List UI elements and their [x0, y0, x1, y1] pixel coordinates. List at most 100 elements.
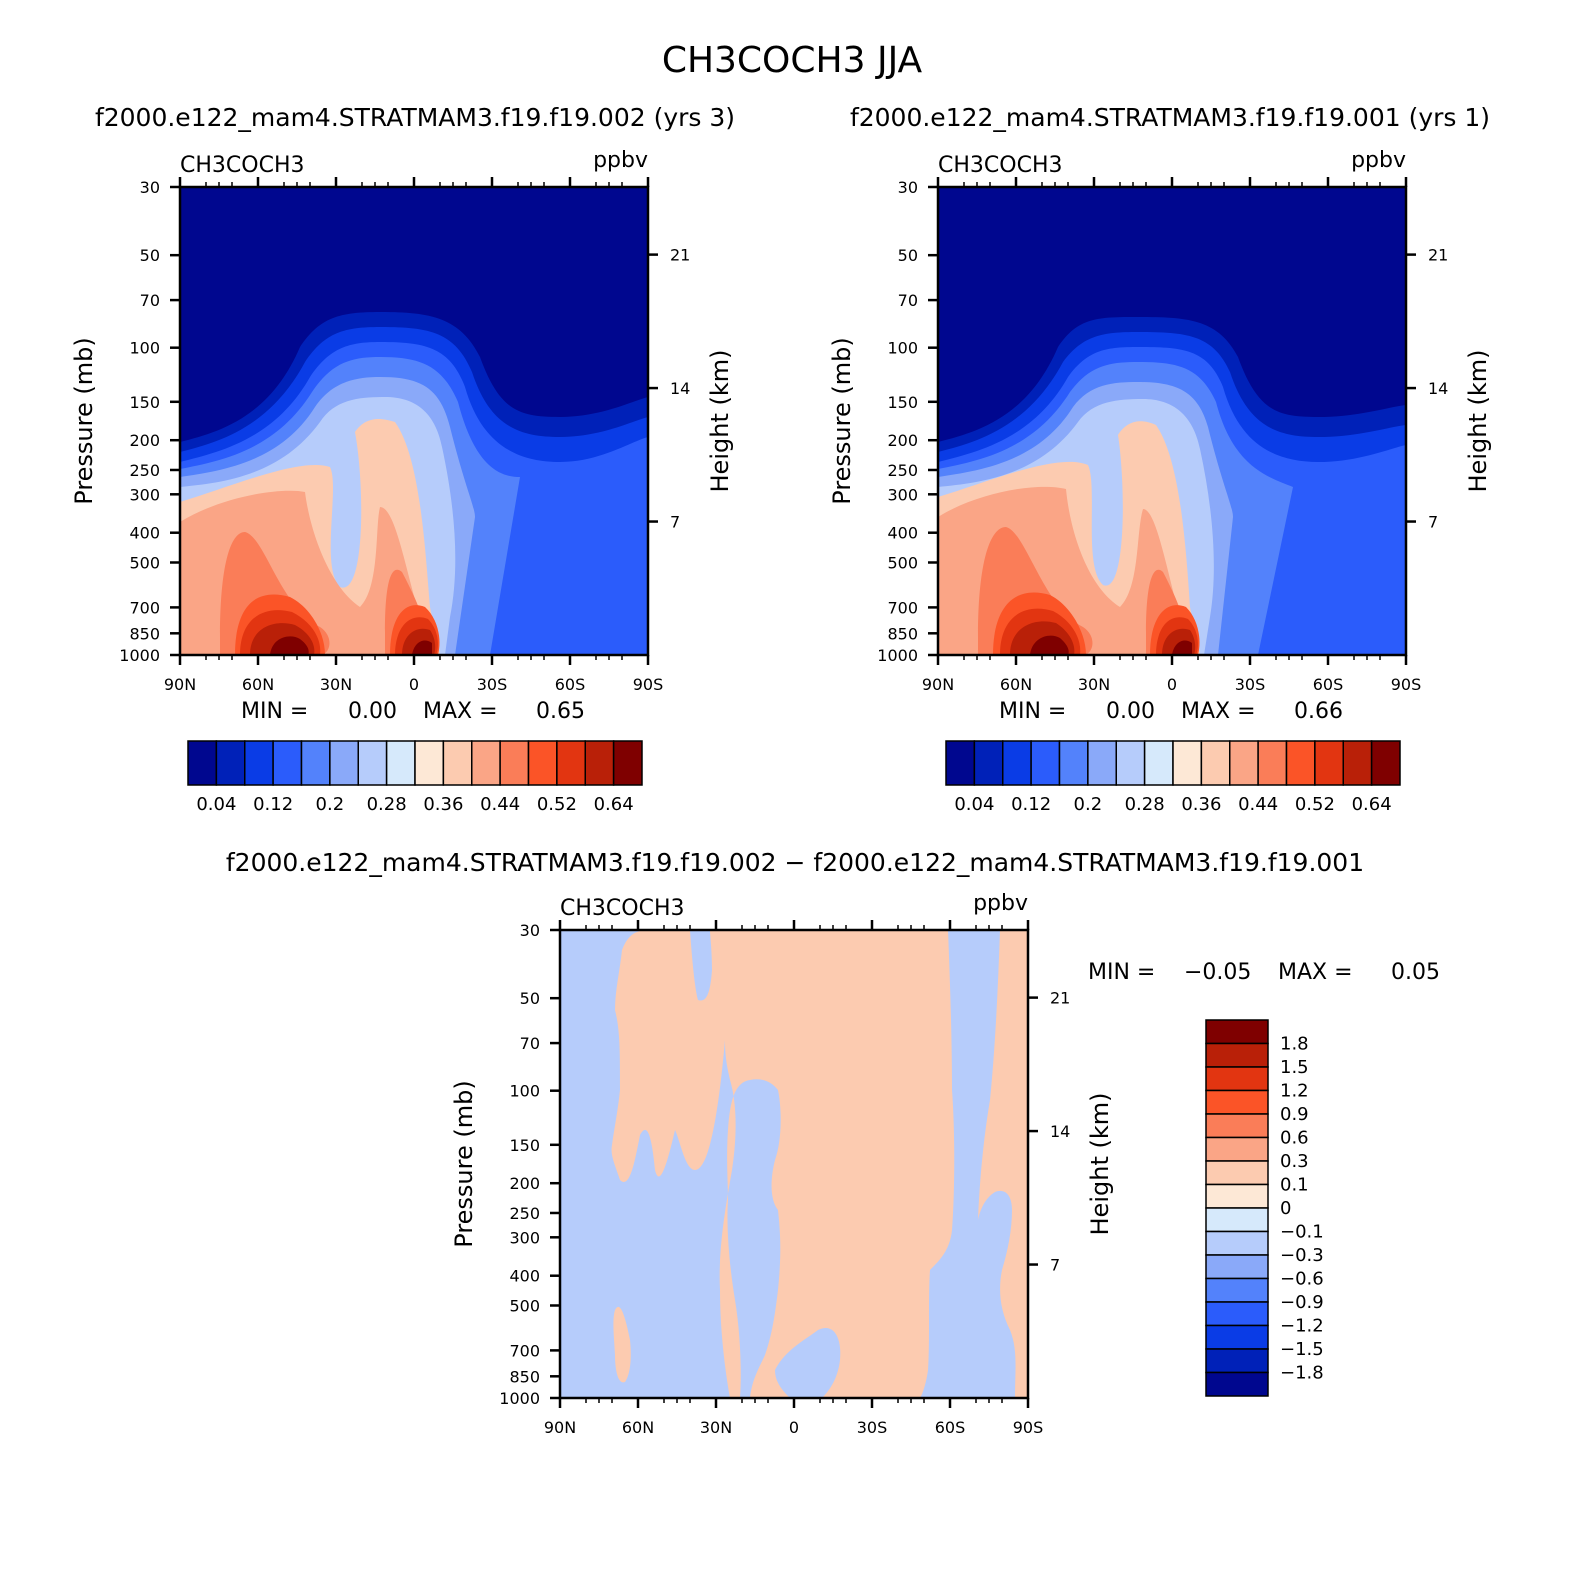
figure-title: CH3COCH3 JJA — [662, 40, 923, 81]
panel-3-max-label: MAX = — [1278, 960, 1353, 985]
x-tick-label: 90S — [1391, 675, 1422, 694]
colorbar-box — [329, 740, 359, 786]
y-tick-label: 100 — [129, 339, 160, 358]
y-tick-label: 500 — [509, 1296, 540, 1315]
colorbar-label: −1.8 — [1280, 1363, 1324, 1384]
y-tick-label: 50 — [140, 246, 160, 265]
colorbar-box — [215, 740, 246, 786]
panel-1-right-label: ppbv — [593, 148, 648, 173]
y-tick-label: 850 — [129, 624, 160, 643]
y-tick-label: 500 — [887, 553, 918, 572]
panel-3-min-value: −0.05 — [1184, 960, 1251, 985]
panel-2-max-value: 0.66 — [1294, 699, 1343, 724]
x-tick-label: 60S — [555, 675, 586, 694]
colorbar-box — [527, 740, 558, 786]
x-tick-label: 60S — [935, 1418, 966, 1437]
colorbar-box — [1205, 1019, 1269, 1045]
colorbar-label: 0.04 — [954, 794, 994, 815]
colorbar-box — [471, 740, 501, 786]
panel-2-right-label: ppbv — [1351, 148, 1406, 173]
x-tick-label: 30S — [1235, 675, 1266, 694]
colorbar-box — [556, 740, 586, 786]
colorbar-box — [1205, 1183, 1269, 1209]
colorbar-box — [973, 740, 1004, 786]
x-tick-label: 90N — [164, 675, 196, 694]
y-tick-label: 500 — [129, 553, 160, 572]
y-tick-label: 70 — [520, 1034, 540, 1053]
x-tick-label: 0 — [409, 675, 419, 694]
colorbar-box — [1205, 1042, 1269, 1068]
panel-3-title: f2000.e122_mam4.STRATMAM3.f19.f19.002 − … — [226, 848, 1364, 877]
field-band-13 — [270, 636, 432, 655]
colorbar-label: 0.36 — [1181, 794, 1221, 815]
y-tick-label: 250 — [887, 461, 918, 480]
colorbar-box — [1058, 740, 1089, 786]
colorbar-box — [1205, 1066, 1269, 1092]
colorbar-label: 0.52 — [537, 794, 577, 815]
y2-tick-label: 7 — [670, 513, 680, 532]
y-tick-label: 300 — [129, 485, 160, 504]
colorbar-box — [1205, 1277, 1269, 1303]
colorbar-label: 0.3 — [1280, 1151, 1309, 1172]
panel-2-field — [938, 187, 1406, 655]
colorbar-box — [1172, 740, 1203, 786]
colorbar-box — [1205, 1089, 1269, 1115]
panel-1-max-label: MAX = — [423, 699, 498, 724]
panel-3-y-axis-label: Pressure (mb) — [450, 1080, 478, 1247]
y-tick-label: 700 — [887, 598, 918, 617]
panel-2-axes: 90N 60N 30N 0 30S 60S 90S 30 50 70 100 150 200 250 300… — [877, 177, 1448, 694]
colorbar-box — [1229, 740, 1259, 786]
x-tick-label: 60N — [242, 675, 274, 694]
y-tick-label: 30 — [898, 178, 918, 197]
colorbar-box — [1087, 740, 1117, 786]
y2-tick-label: 7 — [1428, 513, 1438, 532]
panel-1-y-axis-label: Pressure (mb) — [70, 337, 98, 504]
colorbar-box — [1370, 740, 1401, 786]
y-tick-label: 850 — [887, 624, 918, 643]
x-tick-label: 90N — [922, 675, 954, 694]
panel-3-min-label: MIN = — [1088, 960, 1155, 985]
x-tick-label: 90S — [633, 675, 664, 694]
panel-2-max-label: MAX = — [1181, 699, 1256, 724]
panel-3-max-value: 0.05 — [1391, 960, 1440, 985]
colorbar-box — [187, 740, 218, 786]
colorbar-box — [1205, 1113, 1269, 1139]
panel-2-title: f2000.e122_mam4.STRATMAM3.f19.f19.001 (y… — [850, 103, 1490, 132]
colorbar-box — [1002, 740, 1032, 786]
panel-3-colorbar: 1.81.5 1.20.9 0.60.3 0.10 −0.1−0.3 −0.6−0.9 −1… — [1205, 1019, 1324, 1397]
colorbar-box — [584, 740, 615, 786]
panel-1-min-value: 0.00 — [348, 699, 397, 724]
panel-3-axes: 90N 60N 30N 0 30S 60S 90S 30 50 70 100 150 200 250 300… — [499, 920, 1070, 1437]
y2-tick-label: 21 — [670, 246, 690, 265]
colorbar-label: −1.5 — [1280, 1339, 1324, 1360]
panel-3: 90N 60N 30N 0 30S 60S 90S305070100150200250300… — [450, 891, 1440, 1437]
colorbar-box — [1285, 740, 1316, 786]
y-tick-label: 200 — [509, 1174, 540, 1193]
panel-2-y2-axis-label: Height (km) — [1464, 350, 1492, 493]
y-tick-label: 700 — [129, 598, 160, 617]
y-tick-label: 70 — [898, 291, 918, 310]
colorbar-label: 0.12 — [253, 794, 293, 815]
colorbar-label: 0.44 — [480, 794, 520, 815]
colorbar-box — [272, 740, 303, 786]
colorbar-box — [1115, 740, 1146, 786]
colorbar-box — [1205, 1160, 1269, 1186]
panel-1-min-label: MIN = — [241, 699, 308, 724]
y2-tick-label: 14 — [670, 379, 690, 398]
panel-1: 90N 60N 30N 0 30S 60S 90S 30 50 70 100 150 200 250 300… — [70, 148, 734, 815]
x-tick-label: 30N — [700, 1418, 732, 1437]
colorbar-label: 0.9 — [1280, 1104, 1309, 1125]
colorbar-label: −0.9 — [1280, 1292, 1324, 1313]
x-tick-label: 60S — [1313, 675, 1344, 694]
colorbar-box — [1205, 1348, 1269, 1374]
colorbar-box — [300, 740, 331, 786]
colorbar-box — [414, 740, 445, 786]
colorbar-label: 0.12 — [1011, 794, 1051, 815]
field-band-13 — [1030, 635, 1192, 655]
y-tick-label: 70 — [140, 291, 160, 310]
colorbar-box — [1205, 1301, 1269, 1327]
panel-3-y2-axis-label: Height (km) — [1086, 1093, 1114, 1236]
panel-3-field — [560, 930, 1028, 1398]
y-tick-label: 100 — [887, 339, 918, 358]
